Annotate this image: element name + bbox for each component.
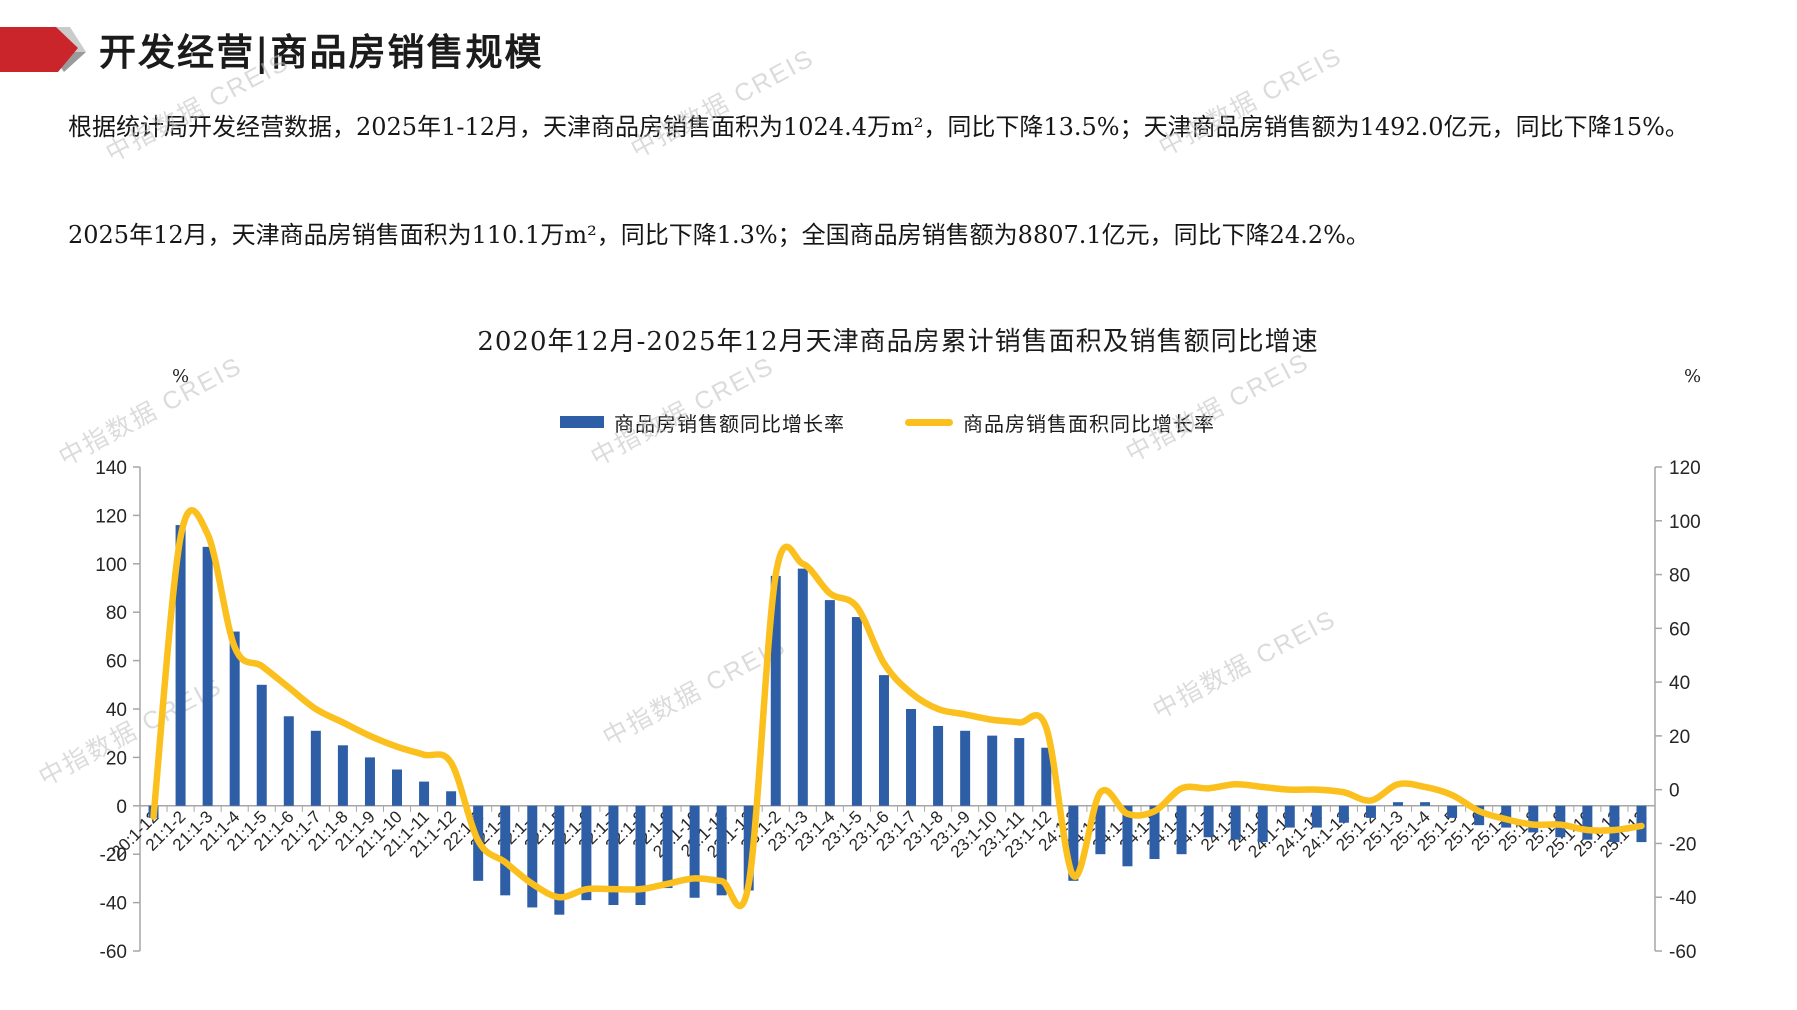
bar-21:1-8 xyxy=(337,745,348,806)
bar-24:1-9 xyxy=(1257,805,1268,843)
bar-24:1-5 xyxy=(1149,805,1160,860)
bar-24:1-6 xyxy=(1176,805,1187,855)
bar-21:1-11 xyxy=(419,781,430,806)
bar-21:1-4 xyxy=(229,631,240,806)
right-axis-tick-label: -20 xyxy=(1669,834,1696,855)
bar-21:1-3 xyxy=(202,546,213,806)
left-axis-tick-label: 40 xyxy=(106,700,127,721)
bar-25:1-3 xyxy=(1392,802,1403,806)
left-axis-tick-label: 20 xyxy=(106,748,127,769)
bar-23:1-2 xyxy=(770,575,781,806)
right-axis-tick-label: 60 xyxy=(1669,619,1690,640)
bar-25:1-5 xyxy=(1447,805,1458,818)
bar-23:1-7 xyxy=(906,709,917,806)
bar-24:1-10 xyxy=(1284,805,1295,828)
bar-25:1-10 xyxy=(1582,805,1593,840)
bar-24:1-3 xyxy=(1095,805,1106,855)
bar-23:1-12 xyxy=(1041,747,1052,806)
left-axis-tick-label: -40 xyxy=(100,894,127,915)
bar-22:1-8 xyxy=(635,805,646,906)
chart-legend: 商品房销售额同比增长率 商品房销售面积同比增长率 xyxy=(560,408,1215,436)
bar-21:1-7 xyxy=(310,730,321,806)
line-series-sales-area xyxy=(150,507,1645,910)
bar-22:1-12 xyxy=(743,805,754,891)
logo-red-shape xyxy=(0,27,78,72)
right-axis-tick-label: 80 xyxy=(1669,566,1690,587)
left-axis-tick-label: 100 xyxy=(95,555,127,576)
bar-22:1-5 xyxy=(554,805,565,915)
bar-21:1-10 xyxy=(392,769,403,806)
bar-21:1-6 xyxy=(283,716,294,806)
left-axis-tick-label: -60 xyxy=(100,942,127,963)
bar-21:1-12 xyxy=(446,791,457,806)
bar-23:1-8 xyxy=(933,725,944,806)
bar-23:1-3 xyxy=(797,568,808,806)
bar-21:1-2 xyxy=(175,525,186,806)
bar-22:1-4 xyxy=(527,805,538,908)
legend-item-sales-value: 商品房销售额同比增长率 xyxy=(560,408,845,437)
summary-paragraph-annual: 根据统计局开发经营数据，2025年1-12月，天津商品房销售面积为1024.4万… xyxy=(68,113,1689,141)
right-axis-tick-label: 0 xyxy=(1669,781,1680,802)
bar-23:1-4 xyxy=(824,600,835,806)
left-axis-unit-label: % xyxy=(172,366,190,387)
right-axis-unit-label: % xyxy=(1684,366,1702,387)
bar-22:1-10 xyxy=(689,805,700,898)
bar-23:1-11 xyxy=(1014,738,1025,806)
bar-21:1-5 xyxy=(256,684,267,806)
left-axis-tick-label: 60 xyxy=(106,652,127,673)
bar-23:1-10 xyxy=(987,735,998,806)
right-axis-tick-label: 40 xyxy=(1669,673,1690,694)
page-title: 开发经营|商品房销售规模 xyxy=(99,30,544,74)
bar-25:1-11 xyxy=(1609,805,1620,843)
legend-label-sales-area: 商品房销售面积同比增长率 xyxy=(963,411,1215,436)
left-axis-tick-label: 140 xyxy=(95,458,127,479)
bar-25:1-2 xyxy=(1365,805,1376,818)
bar-23:1-6 xyxy=(878,675,889,806)
left-axis-tick-label: -20 xyxy=(100,845,127,866)
bar-24:1-8 xyxy=(1230,805,1241,840)
bar-24:1-4 xyxy=(1122,805,1133,867)
right-axis-tick-label: 100 xyxy=(1669,512,1701,533)
bar-22:1-9 xyxy=(662,805,673,889)
legend-line-swatch-icon xyxy=(905,418,953,426)
bar-23:1-9 xyxy=(960,730,971,806)
bar-25:1-8 xyxy=(1528,805,1539,833)
summary-paragraph-monthly: 2025年12月，天津商品房销售面积为110.1万m²，同比下降1.3%；全国商… xyxy=(68,221,1370,249)
bar-21:1-9 xyxy=(364,757,375,806)
left-axis-tick-label: 0 xyxy=(116,797,127,818)
bar-22:1-3 xyxy=(500,805,511,896)
creis-logo-icon xyxy=(0,27,86,72)
bar-22:1-7 xyxy=(608,805,619,906)
right-axis-tick-label: -40 xyxy=(1669,888,1696,909)
right-axis-tick-label: 20 xyxy=(1669,727,1690,748)
chart-title: 2020年12月-2025年12月天津商品房累计销售面积及销售额同比增速 xyxy=(477,327,1319,357)
right-axis-tick-label: -60 xyxy=(1669,942,1696,963)
legend-item-sales-area: 商品房销售面积同比增长率 xyxy=(905,408,1215,437)
bar-25:1-6 xyxy=(1474,805,1485,826)
bar-25:1-4 xyxy=(1420,802,1431,806)
right-axis-tick-label: 120 xyxy=(1669,458,1701,479)
bar-24:1-11 xyxy=(1311,805,1322,828)
left-axis-tick-label: 120 xyxy=(95,506,127,527)
bar-23:1-5 xyxy=(851,617,862,806)
bar-24:1-7 xyxy=(1203,805,1214,838)
bar-series-sales-value xyxy=(148,525,1647,915)
left-axis-tick-label: 80 xyxy=(106,603,127,624)
legend-label-sales-value: 商品房销售额同比增长率 xyxy=(614,411,845,436)
bar-24:1-2 xyxy=(1068,805,1079,881)
bar-24:1-12 xyxy=(1338,805,1349,823)
bar-22:1-11 xyxy=(716,805,727,896)
bar-22:1-6 xyxy=(581,805,592,901)
legend-bar-swatch-icon xyxy=(560,416,604,428)
